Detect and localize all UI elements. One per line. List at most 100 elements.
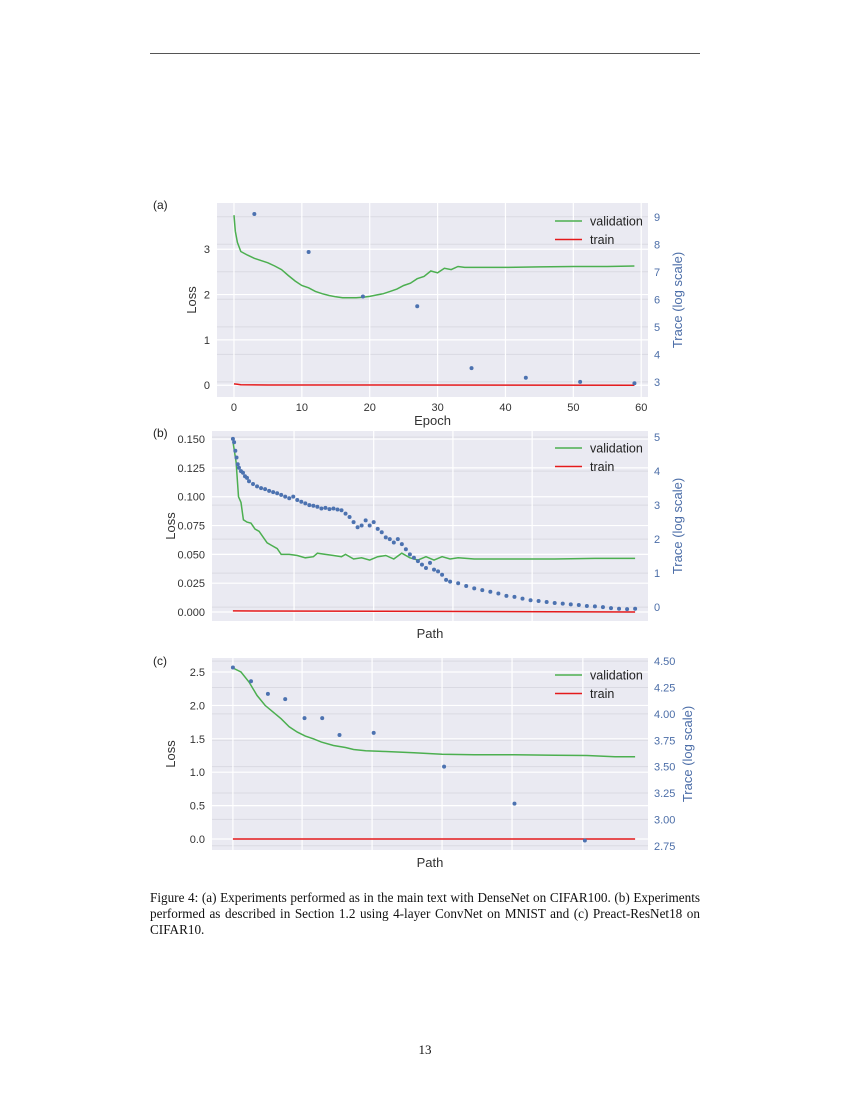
y-tick-label: 2 — [204, 290, 210, 302]
trace-point — [302, 716, 307, 721]
trace-point — [233, 448, 238, 453]
trace-point — [359, 523, 364, 528]
trace-point — [234, 455, 239, 460]
trace-point — [331, 506, 336, 511]
chart-panel-a: 0 1 2 3 3 4 5 6 7 8 9 0 10 20 30 40 50 60 Epoch Loss Trace (… — [153, 198, 685, 428]
train-line — [233, 383, 635, 386]
trace-point — [504, 593, 509, 598]
y-right-tick-label: 9 — [654, 212, 660, 224]
trace-point — [407, 552, 412, 557]
y-right-tick-label: 2 — [654, 534, 660, 546]
y-right-tick-label: 2.75 — [654, 841, 675, 853]
trace-point — [299, 499, 304, 504]
y-right-axis-label: Trace (log scale) — [670, 252, 685, 348]
trace-point — [307, 503, 312, 508]
trace-point — [428, 560, 432, 565]
trace-point — [448, 579, 453, 584]
y-right-tick-label: 4.50 — [654, 656, 675, 668]
trace-point — [383, 535, 388, 540]
trace-point — [247, 479, 252, 484]
trace-point — [267, 488, 272, 493]
trace-point — [355, 525, 360, 530]
trace-point — [371, 520, 376, 525]
trace-point — [632, 381, 637, 386]
trace-point — [327, 507, 332, 512]
y-right-tick-label: 0 — [654, 602, 660, 614]
trace-point — [387, 537, 392, 542]
train-line — [232, 610, 636, 613]
trace-point — [512, 801, 517, 806]
trace-point — [306, 249, 311, 254]
y-axis-label: Loss — [184, 286, 199, 314]
trace-point — [440, 572, 445, 577]
trace-point — [480, 588, 485, 593]
y-right-tick-label: 5 — [654, 322, 660, 334]
legend-label-train: train — [590, 460, 614, 474]
trace-point — [544, 599, 549, 604]
trace-point — [351, 520, 356, 525]
trace-point — [240, 470, 245, 475]
trace-point — [625, 607, 630, 612]
trace-point — [395, 537, 400, 542]
trace-point — [423, 565, 428, 570]
trace-point — [263, 487, 268, 492]
trace-point — [249, 679, 254, 684]
trace-point — [347, 514, 352, 519]
trace-point — [436, 569, 441, 574]
y-axis-label: Loss — [163, 512, 178, 540]
trace-point — [576, 603, 581, 608]
trace-point — [343, 511, 348, 516]
y-tick-label: 0.050 — [177, 549, 205, 561]
trace-point — [399, 542, 404, 547]
panel-label: (a) — [153, 198, 168, 212]
trace-point — [337, 733, 342, 738]
y-right-tick-label: 5 — [654, 432, 660, 444]
trace-point — [536, 598, 541, 603]
legend-label-train: train — [590, 233, 614, 247]
trace-point — [444, 577, 449, 582]
trace-point — [371, 730, 376, 735]
trace-point — [419, 562, 424, 567]
y-tick-label: 0.125 — [177, 463, 205, 475]
y-tick-label: 3 — [204, 244, 210, 256]
y-tick-label: 0.100 — [177, 492, 205, 504]
x-axis-label: Epoch — [414, 413, 451, 428]
trace-point — [236, 465, 241, 470]
trace-point — [617, 606, 622, 611]
x-axis-label: Path — [417, 626, 444, 641]
trace-point — [528, 598, 533, 603]
y-right-tick-label: 6 — [654, 294, 660, 306]
figure-caption: Figure 4: (a) Experiments performed as i… — [150, 890, 700, 937]
trace-point — [232, 440, 237, 445]
trace-point — [320, 716, 325, 721]
trace-point — [360, 294, 365, 299]
y-right-axis-label: Trace (log scale) — [680, 706, 695, 802]
trace-point — [255, 484, 260, 489]
trace-point — [560, 601, 565, 606]
y-tick-label: 2.0 — [190, 700, 205, 712]
y-tick-label: 0.150 — [177, 434, 205, 446]
y-right-tick-label: 3.50 — [654, 762, 675, 774]
y-right-tick-label: 7 — [654, 267, 660, 279]
y-right-tick-label: 4 — [654, 349, 660, 361]
trace-point — [472, 586, 477, 591]
trace-point — [275, 491, 280, 496]
y-right-tick-label: 8 — [654, 239, 660, 251]
trace-point — [592, 604, 597, 609]
trace-point — [287, 496, 292, 501]
y-tick-label: 0.075 — [177, 521, 205, 533]
trace-point — [279, 492, 284, 497]
trace-point — [432, 567, 437, 572]
y-right-tick-label: 4 — [654, 466, 660, 478]
trace-point — [391, 540, 396, 545]
validation-line — [232, 441, 636, 561]
y-tick-label: 0.0 — [190, 834, 205, 846]
header-rule — [150, 53, 700, 54]
trace-point — [415, 559, 420, 564]
trace-point — [469, 366, 474, 371]
trace-point — [319, 506, 324, 511]
trace-point — [582, 838, 587, 843]
x-tick-label: 10 — [296, 402, 308, 414]
trace-point — [442, 764, 447, 769]
